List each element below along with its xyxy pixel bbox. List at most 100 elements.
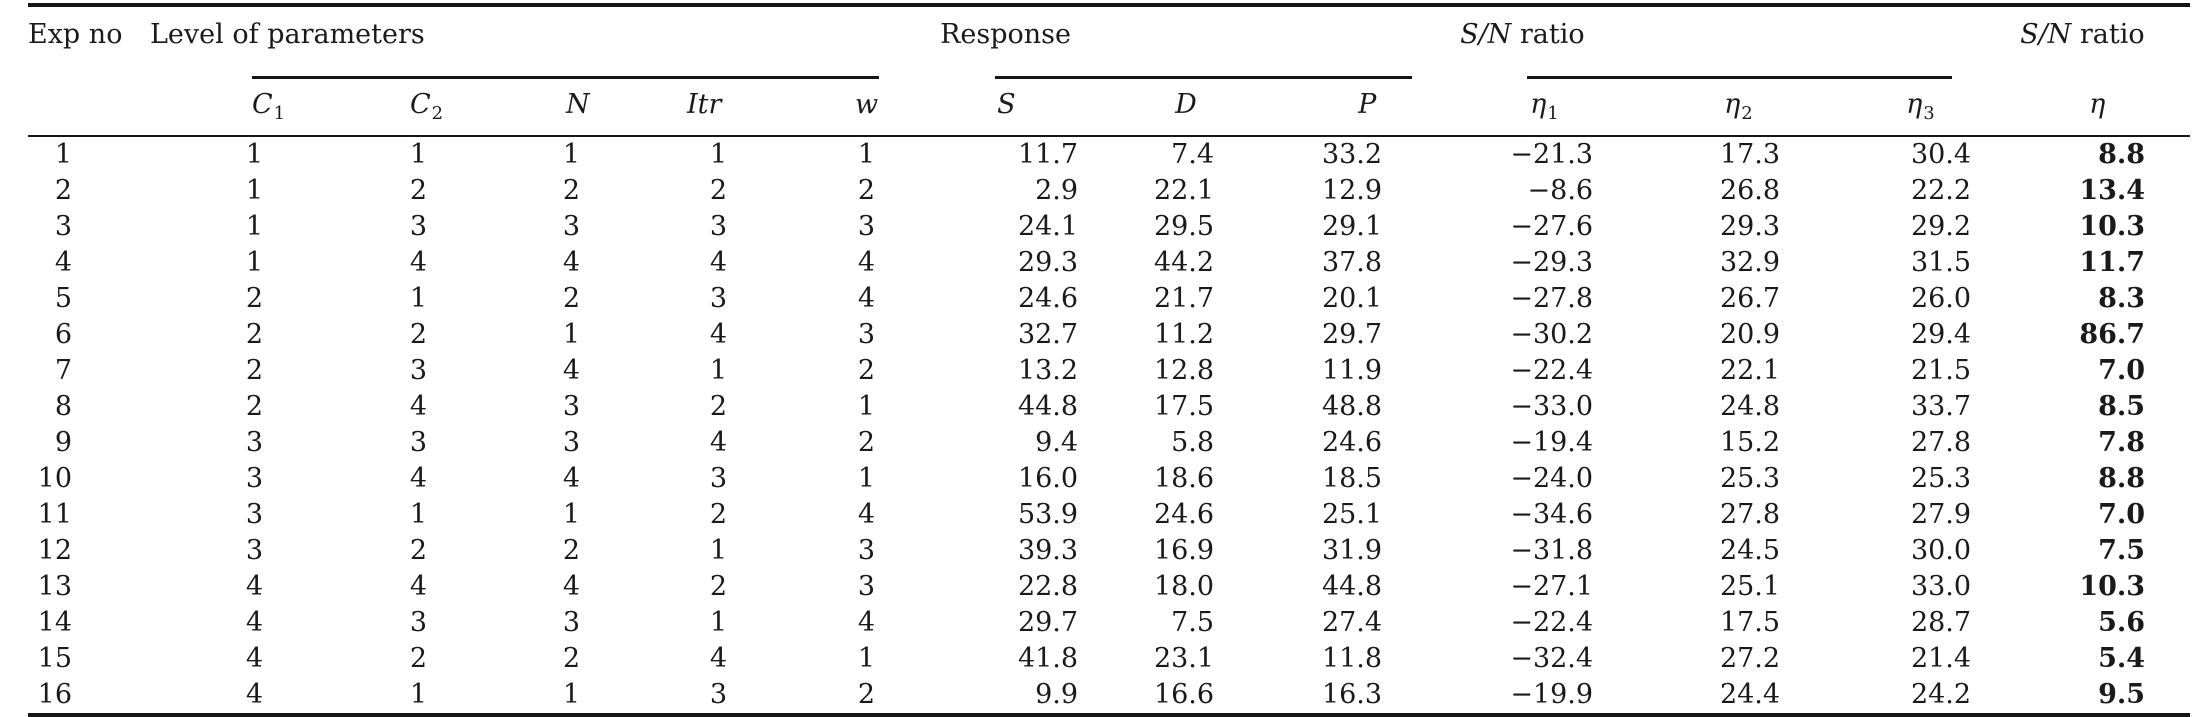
cell-w: 1	[857, 139, 876, 170]
cell-exp-no: 11	[37, 499, 72, 530]
col-group-response: Response	[940, 5, 1460, 81]
col-group-sn-ratio: S/N ratio	[1460, 5, 2020, 81]
data-row: 4 1 4 4 4 4 29.3 44.2 37.8 −29.3 32.9 31…	[28, 245, 2190, 281]
cell-exp-no: 12	[37, 535, 72, 566]
cell-eta2: 29.3	[1719, 211, 1781, 242]
cell-d: 7.4	[1171, 139, 1215, 170]
cell-eta3: 28.7	[1910, 607, 1972, 638]
col-group-level-of-parameters: Level of parameters	[150, 5, 940, 81]
cell-eta1: −31.8	[1510, 535, 1594, 566]
data-row: 9 3 3 3 4 2 9.4 5.8 24.6 −19.4 15.2 27.8…	[28, 425, 2190, 461]
cell-eta2: 24.8	[1719, 391, 1781, 422]
cell-eta2: 17.5	[1719, 607, 1781, 638]
cell-d: 24.6	[1153, 499, 1215, 530]
cell-eta2: 24.4	[1719, 679, 1781, 710]
cell-n: 2	[562, 283, 580, 314]
cell-c1: 3	[245, 535, 263, 566]
cell-itr: 4	[709, 247, 727, 278]
cell-eta: 5.4	[2098, 643, 2146, 674]
cell-eta: 7.0	[2098, 499, 2146, 530]
cell-eta3: 33.0	[1910, 571, 1972, 602]
cell-exp-no: 14	[37, 607, 72, 638]
cell-n: 4	[562, 247, 580, 278]
cell-c2: 3	[409, 427, 427, 458]
cell-eta1: −27.6	[1510, 211, 1594, 242]
cell-itr: 3	[709, 463, 727, 494]
cell-c1: 4	[245, 607, 263, 638]
cell-p: 18.5	[1321, 463, 1383, 494]
col-header-w: w	[790, 81, 941, 137]
cell-eta3: 30.0	[1910, 535, 1972, 566]
cell-eta1: −19.9	[1510, 679, 1594, 710]
cell-eta: 8.8	[2098, 463, 2146, 494]
cell-p: 29.7	[1321, 319, 1383, 350]
cell-exp-no: 3	[54, 211, 72, 242]
col-header-c1: C1	[150, 81, 335, 137]
cell-c2: 1	[409, 499, 427, 530]
cell-eta3: 26.0	[1910, 283, 1972, 314]
cell-p: 25.1	[1321, 499, 1383, 530]
cell-eta: 7.0	[2098, 355, 2146, 386]
cell-itr: 3	[709, 679, 727, 710]
cell-s: 44.8	[1017, 391, 1079, 422]
cell-s: 29.7	[1017, 607, 1079, 638]
col-header-s: S	[940, 81, 1111, 137]
cell-w: 4	[857, 499, 876, 530]
col-header-eta: η	[2020, 81, 2191, 137]
group-title-text: Response	[940, 19, 1071, 50]
cell-n: 4	[562, 355, 580, 386]
cell-eta2: 22.1	[1719, 355, 1781, 386]
experiment-results-table: Exp no Level of parameters Response S/N …	[28, 3, 2191, 717]
cell-n: 1	[562, 139, 580, 170]
cell-exp-no: 10	[37, 463, 72, 494]
cell-w: 4	[857, 283, 876, 314]
cell-eta1: −30.2	[1510, 319, 1594, 350]
cell-s: 9.9	[1035, 679, 1079, 710]
cell-c2: 1	[409, 139, 427, 170]
cell-eta3: 31.5	[1910, 247, 1972, 278]
data-row: 2 1 2 2 2 2 2.9 22.1 12.9 −8.6 26.8 22.2…	[28, 173, 2190, 209]
cell-p: 37.8	[1321, 247, 1383, 278]
cell-itr: 1	[709, 355, 727, 386]
col-header-c2: C2	[335, 81, 490, 137]
cell-eta3: 24.2	[1910, 679, 1972, 710]
group-title-text: ratio	[2071, 19, 2145, 50]
col-header-p: P	[1290, 81, 1461, 137]
cell-p: 31.9	[1321, 535, 1383, 566]
cell-eta2: 25.3	[1719, 463, 1781, 494]
cell-w: 4	[857, 247, 876, 278]
col-header-exp-no: Exp no	[28, 5, 150, 137]
cell-c1: 4	[245, 643, 263, 674]
cell-eta1: −8.6	[1527, 175, 1594, 206]
cell-eta3: 21.5	[1910, 355, 1972, 386]
cell-itr: 4	[709, 319, 727, 350]
cell-d: 23.1	[1153, 643, 1215, 674]
cell-eta1: −22.4	[1510, 355, 1594, 386]
cell-exp-no: 8	[54, 391, 72, 422]
cell-eta3: 22.2	[1910, 175, 1972, 206]
cell-eta: 5.6	[2098, 607, 2146, 638]
cell-w: 2	[857, 427, 876, 458]
cell-p: 33.2	[1321, 139, 1383, 170]
cell-c1: 3	[245, 499, 263, 530]
cell-eta1: −33.0	[1510, 391, 1594, 422]
cell-exp-no: 5	[54, 283, 72, 314]
cell-itr: 1	[709, 535, 727, 566]
cell-eta1: −29.3	[1510, 247, 1594, 278]
cell-p: 48.8	[1321, 391, 1383, 422]
cell-itr: 2	[709, 175, 727, 206]
cell-c1: 2	[245, 391, 263, 422]
cell-s: 24.6	[1017, 283, 1079, 314]
col-header-d: D	[1110, 81, 1291, 137]
cell-c2: 2	[409, 175, 427, 206]
cell-eta: 13.4	[2079, 175, 2146, 206]
cell-eta3: 30.4	[1910, 139, 1972, 170]
data-row: 14 4 3 3 1 4 29.7 7.5 27.4 −22.4 17.5 28…	[28, 605, 2190, 641]
cell-c1: 1	[245, 139, 263, 170]
col-header-n: N	[490, 81, 640, 137]
cell-w: 2	[857, 679, 876, 710]
cell-n: 3	[562, 427, 580, 458]
data-row: 13 4 4 4 2 3 22.8 18.0 44.8 −27.1 25.1 3…	[28, 569, 2190, 605]
data-row: 3 1 3 3 3 3 24.1 29.5 29.1 −27.6 29.3 29…	[28, 209, 2190, 245]
spanner-rule-sn-ratio	[1527, 76, 1953, 79]
